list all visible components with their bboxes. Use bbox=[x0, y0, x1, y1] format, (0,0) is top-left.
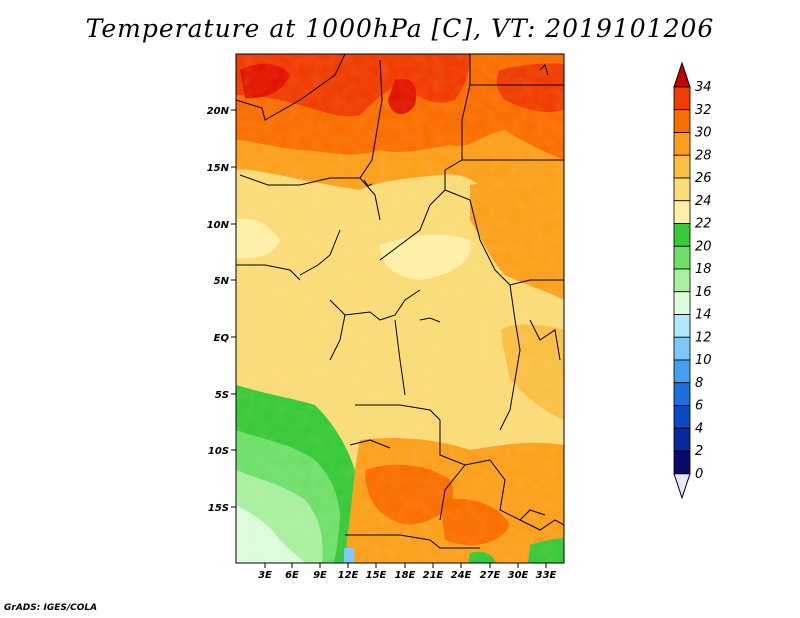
legend-label: 14 bbox=[695, 308, 712, 323]
legend-color-box bbox=[673, 405, 691, 429]
legend-label: 24 bbox=[695, 194, 712, 209]
legend-color-box bbox=[673, 314, 691, 338]
temperature-field bbox=[236, 54, 564, 563]
legend-under-arrow bbox=[673, 473, 691, 500]
lat-tick-label: 15N bbox=[207, 163, 230, 174]
legend-color-box bbox=[673, 359, 691, 384]
country-borders bbox=[236, 54, 564, 549]
credit-text: GrADS: IGES/COLA bbox=[4, 603, 98, 613]
legend-label: 34 bbox=[695, 80, 712, 95]
legend-label: 0 bbox=[695, 467, 703, 482]
legend-label: 4 bbox=[695, 421, 703, 436]
legend-color-box bbox=[673, 177, 691, 202]
legend-color-box bbox=[673, 223, 691, 247]
lat-tick-label: 20N bbox=[207, 106, 230, 117]
lon-tick-label: 15E bbox=[366, 570, 387, 581]
lon-tick-labels: 3E 6E 9E 12E 15E 18E 21E 24E 27E 30E 33E bbox=[258, 570, 556, 581]
legend-color-box bbox=[673, 154, 691, 179]
lat-ticks bbox=[231, 109, 236, 508]
lat-tick-labels: 20N 15N 10N 5N EQ 5S 10S 15S bbox=[207, 106, 230, 514]
lat-tick-label: 5S bbox=[215, 390, 229, 401]
legend-color-box bbox=[673, 427, 691, 452]
lon-tick-label: 12E bbox=[338, 570, 359, 581]
lon-tick-label: 3E bbox=[258, 570, 272, 581]
lon-tick-label: 30E bbox=[508, 570, 529, 581]
map-frame bbox=[235, 53, 565, 564]
lat-tick-label: 10N bbox=[207, 220, 230, 231]
legend-label: 18 bbox=[695, 262, 712, 277]
lat-tick-label: EQ bbox=[214, 333, 230, 344]
legend-color-box bbox=[673, 200, 691, 224]
lon-tick-label: 9E bbox=[313, 570, 327, 581]
legend-label: 26 bbox=[695, 171, 712, 186]
lat-tick-label: 15S bbox=[208, 503, 229, 514]
legend-color-box bbox=[673, 291, 691, 315]
legend-color-box bbox=[673, 109, 691, 133]
legend-label: 12 bbox=[695, 330, 712, 345]
legend-label: 2 bbox=[695, 444, 703, 459]
legend-color-box bbox=[673, 450, 691, 475]
legend-color-box bbox=[673, 268, 691, 293]
lon-tick-label: 6E bbox=[285, 570, 299, 581]
legend-color-box bbox=[673, 382, 691, 406]
legend-color-box bbox=[673, 86, 691, 111]
legend-label: 16 bbox=[695, 285, 712, 300]
legend-label: 22 bbox=[695, 217, 712, 232]
legend-color-box bbox=[673, 132, 691, 156]
legend-color-box bbox=[673, 336, 691, 361]
legend-label: 28 bbox=[695, 148, 712, 163]
chart-title: Temperature at 1000hPa [C], VT: 20191012… bbox=[85, 14, 715, 43]
lat-tick-label: 5N bbox=[214, 276, 230, 287]
lon-tick-label: 27E bbox=[480, 570, 501, 581]
legend-color-box bbox=[673, 245, 691, 270]
legend-label: 32 bbox=[695, 103, 712, 118]
lon-tick-label: 24E bbox=[451, 570, 472, 581]
legend-label: 20 bbox=[695, 239, 712, 254]
legend-label: 6 bbox=[695, 399, 703, 414]
lon-tick-label: 33E bbox=[536, 570, 557, 581]
legend-over-arrow bbox=[673, 61, 691, 88]
legend-label: 8 bbox=[695, 376, 703, 391]
legend-label: 30 bbox=[695, 126, 712, 141]
lon-tick-label: 21E bbox=[423, 570, 444, 581]
lon-ticks bbox=[264, 563, 547, 568]
lon-tick-label: 18E bbox=[395, 570, 416, 581]
legend-label: 10 bbox=[695, 353, 712, 368]
lat-tick-label: 10S bbox=[208, 446, 229, 457]
